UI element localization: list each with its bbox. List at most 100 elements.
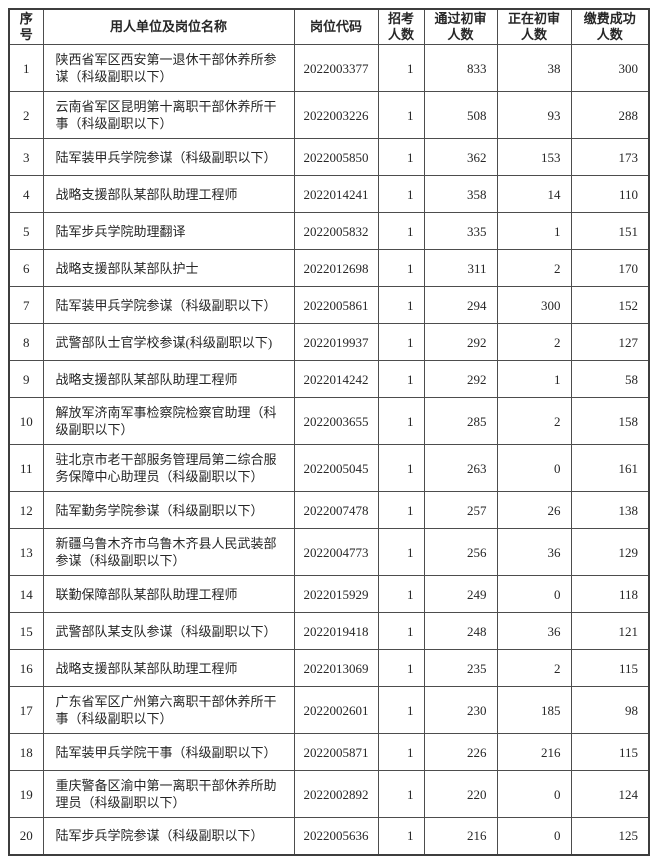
cell-in-review-count: 185 bbox=[496, 686, 572, 734]
table-row: 19 重庆警备区渝中第一离职干部休养所助 理员（科级副职以下） 2022002892… bbox=[8, 770, 650, 818]
cell-position-code: 2022005832 bbox=[293, 212, 379, 250]
table-header: 序 号 用人单位及岗位名称 岗位代码 招考 人数 通过初审 人数 正在初审 人数… bbox=[8, 8, 650, 45]
cell-recruit-count: 1 bbox=[377, 44, 425, 92]
cell-serial-number: 7 bbox=[8, 286, 44, 324]
cell-serial-number: 15 bbox=[8, 612, 44, 650]
cell-position-code: 2022005850 bbox=[293, 138, 379, 176]
cell-position-code: 2022003226 bbox=[293, 91, 379, 139]
cell-position-name: 武警部队某支队参谋（科级副职以下） bbox=[42, 612, 295, 650]
cell-payment-success-count: 115 bbox=[570, 733, 650, 771]
cell-in-review-count: 38 bbox=[496, 44, 572, 92]
cell-recruit-count: 1 bbox=[377, 91, 425, 139]
cell-passed-review-count: 292 bbox=[423, 323, 498, 361]
table-row: 18 陆军装甲兵学院干事（科级副职以下） 2022005871 1 226 216 115 bbox=[8, 733, 650, 771]
cell-position-name: 联勤保障部队某部队助理工程师 bbox=[42, 575, 295, 613]
cell-recruit-count: 1 bbox=[377, 249, 425, 287]
cell-in-review-count: 14 bbox=[496, 175, 572, 213]
cell-position-code: 2022013069 bbox=[293, 649, 379, 687]
cell-in-review-count: 0 bbox=[496, 770, 572, 818]
cell-in-review-count: 1 bbox=[496, 212, 572, 250]
table-row: 2 云南省军区昆明第十离职干部休养所干 事（科级副职以下） 2022003226 1 5… bbox=[8, 91, 650, 139]
cell-payment-success-count: 158 bbox=[570, 397, 650, 445]
header-position-code: 岗位代码 bbox=[293, 8, 379, 45]
table-row: 9 战略支援部队某部队助理工程师 2022014242 1 292 1 58 bbox=[8, 360, 650, 398]
cell-position-name: 解放军济南军事检察院检察官助理（科 级副职以下） bbox=[42, 397, 295, 445]
cell-payment-success-count: 58 bbox=[570, 360, 650, 398]
cell-position-code: 2022005871 bbox=[293, 733, 379, 771]
cell-position-name: 广东省军区广州第六离职干部休养所干 事（科级副职以下） bbox=[42, 686, 295, 734]
cell-payment-success-count: 173 bbox=[570, 138, 650, 176]
cell-recruit-count: 1 bbox=[377, 686, 425, 734]
cell-position-code: 2022007478 bbox=[293, 491, 379, 529]
header-payment-success-count: 缴费成功 人数 bbox=[570, 8, 650, 45]
cell-position-code: 2022004773 bbox=[293, 528, 379, 576]
cell-passed-review-count: 292 bbox=[423, 360, 498, 398]
cell-passed-review-count: 263 bbox=[423, 444, 498, 492]
cell-in-review-count: 153 bbox=[496, 138, 572, 176]
table-row: 8 武警部队士官学校参谋(科级副职以下) 2022019937 1 292 2 127 bbox=[8, 323, 650, 361]
cell-position-code: 2022019937 bbox=[293, 323, 379, 361]
cell-in-review-count: 216 bbox=[496, 733, 572, 771]
table-body: 1 陕西省军区西安第一退休干部休养所参 谋（科级副职以下） 2022003377 1 8… bbox=[8, 44, 650, 855]
cell-position-name: 驻北京市老干部服务管理局第二综合服 务保障中心助理员（科级副职以下） bbox=[42, 444, 295, 492]
cell-position-code: 2022002601 bbox=[293, 686, 379, 734]
cell-recruit-count: 1 bbox=[377, 612, 425, 650]
cell-position-code: 2022014242 bbox=[293, 360, 379, 398]
table-row: 13 新疆乌鲁木齐市乌鲁木齐县人民武装部 参谋（科级副职以下） 2022004773… bbox=[8, 528, 650, 576]
cell-position-name: 武警部队士官学校参谋(科级副职以下) bbox=[42, 323, 295, 361]
cell-payment-success-count: 125 bbox=[570, 817, 650, 855]
table-row: 7 陆军装甲兵学院参谋（科级副职以下） 2022005861 1 294 300 152 bbox=[8, 286, 650, 324]
cell-position-name: 战略支援部队某部队护士 bbox=[42, 249, 295, 287]
cell-passed-review-count: 833 bbox=[423, 44, 498, 92]
cell-position-name: 陆军装甲兵学院干事（科级副职以下） bbox=[42, 733, 295, 771]
header-row: 序 号 用人单位及岗位名称 岗位代码 招考 人数 通过初审 人数 正在初审 人数… bbox=[8, 8, 650, 45]
cell-in-review-count: 300 bbox=[496, 286, 572, 324]
table-row: 10 解放军济南军事检察院检察官助理（科 级副职以下） 2022003655 1 285… bbox=[8, 397, 650, 445]
cell-serial-number: 5 bbox=[8, 212, 44, 250]
cell-position-name: 陆军步兵学院参谋（科级副职以下） bbox=[42, 817, 295, 855]
cell-position-code: 2022015929 bbox=[293, 575, 379, 613]
cell-serial-number: 6 bbox=[8, 249, 44, 287]
cell-recruit-count: 1 bbox=[377, 175, 425, 213]
table-row: 14 联勤保障部队某部队助理工程师 2022015929 1 249 0 118 bbox=[8, 575, 650, 613]
cell-payment-success-count: 110 bbox=[570, 175, 650, 213]
table-row: 17 广东省军区广州第六离职干部休养所干 事（科级副职以下） 2022002601 1… bbox=[8, 686, 650, 734]
cell-payment-success-count: 300 bbox=[570, 44, 650, 92]
cell-recruit-count: 1 bbox=[377, 733, 425, 771]
table-row: 16 战略支援部队某部队助理工程师 2022013069 1 235 2 115 bbox=[8, 649, 650, 687]
cell-in-review-count: 0 bbox=[496, 575, 572, 613]
table-row: 5 陆军步兵学院助理翻译 2022005832 1 335 1 151 bbox=[8, 212, 650, 250]
cell-payment-success-count: 170 bbox=[570, 249, 650, 287]
cell-in-review-count: 2 bbox=[496, 323, 572, 361]
cell-position-name: 战略支援部队某部队助理工程师 bbox=[42, 649, 295, 687]
cell-passed-review-count: 249 bbox=[423, 575, 498, 613]
cell-position-name: 陕西省军区西安第一退休干部休养所参 谋（科级副职以下） bbox=[42, 44, 295, 92]
cell-payment-success-count: 127 bbox=[570, 323, 650, 361]
table-row: 3 陆军装甲兵学院参谋（科级副职以下） 2022005850 1 362 153 173 bbox=[8, 138, 650, 176]
cell-recruit-count: 1 bbox=[377, 770, 425, 818]
cell-passed-review-count: 226 bbox=[423, 733, 498, 771]
cell-position-name: 陆军步兵学院助理翻译 bbox=[42, 212, 295, 250]
table-row: 11 驻北京市老干部服务管理局第二综合服 务保障中心助理员（科级副职以下） 2022… bbox=[8, 444, 650, 492]
header-passed-review-count: 通过初审 人数 bbox=[423, 8, 498, 45]
cell-position-code: 2022005861 bbox=[293, 286, 379, 324]
header-recruit-count: 招考 人数 bbox=[377, 8, 425, 45]
cell-passed-review-count: 230 bbox=[423, 686, 498, 734]
cell-payment-success-count: 124 bbox=[570, 770, 650, 818]
cell-passed-review-count: 285 bbox=[423, 397, 498, 445]
cell-serial-number: 10 bbox=[8, 397, 44, 445]
cell-serial-number: 13 bbox=[8, 528, 44, 576]
cell-position-name: 新疆乌鲁木齐市乌鲁木齐县人民武装部 参谋（科级副职以下） bbox=[42, 528, 295, 576]
cell-in-review-count: 1 bbox=[496, 360, 572, 398]
cell-position-code: 2022005636 bbox=[293, 817, 379, 855]
table-row: 12 陆军勤务学院参谋（科级副职以下） 2022007478 1 257 26 138 bbox=[8, 491, 650, 529]
table-row: 15 武警部队某支队参谋（科级副职以下） 2022019418 1 248 36 121 bbox=[8, 612, 650, 650]
cell-serial-number: 1 bbox=[8, 44, 44, 92]
header-in-review-count: 正在初审 人数 bbox=[496, 8, 572, 45]
cell-payment-success-count: 129 bbox=[570, 528, 650, 576]
cell-passed-review-count: 311 bbox=[423, 249, 498, 287]
cell-recruit-count: 1 bbox=[377, 649, 425, 687]
cell-position-code: 2022019418 bbox=[293, 612, 379, 650]
cell-passed-review-count: 335 bbox=[423, 212, 498, 250]
